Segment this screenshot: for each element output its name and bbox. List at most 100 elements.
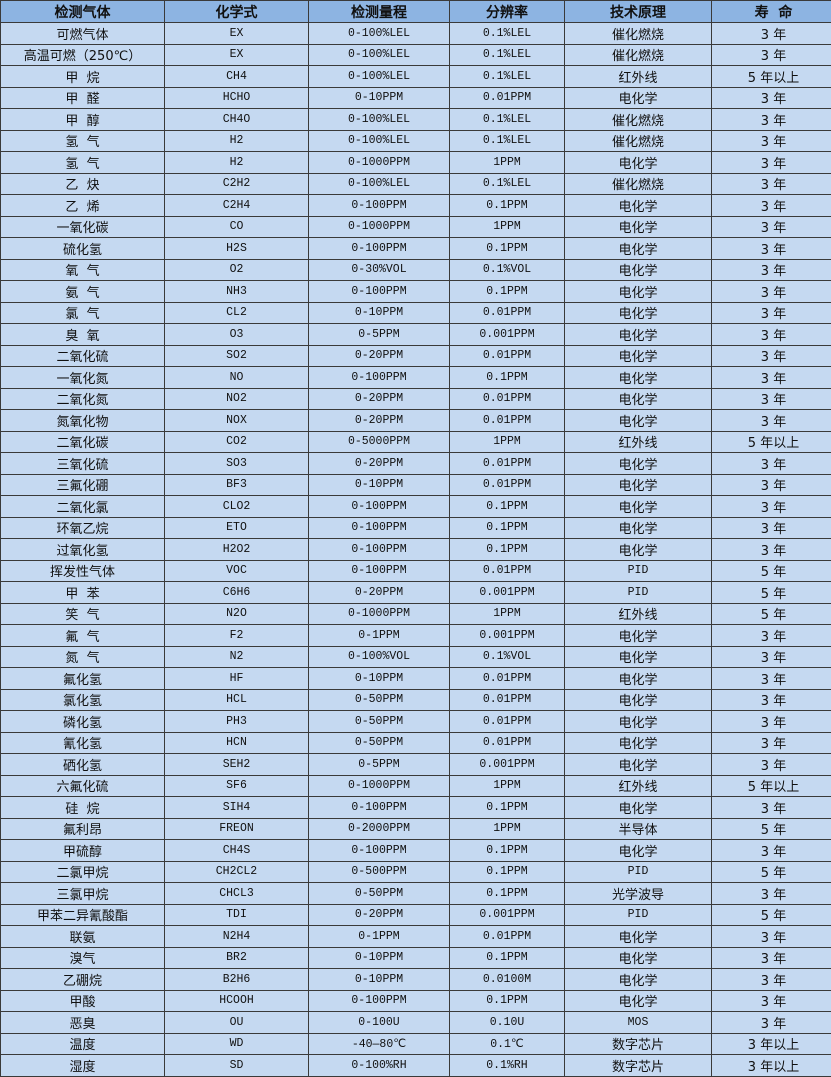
cell-lifespan: 3 年 xyxy=(712,259,831,281)
cell-gas: 笑 气 xyxy=(1,603,165,625)
cell-formula: CO2 xyxy=(165,431,309,453)
cell-principle: 红外线 xyxy=(565,431,712,453)
header-lifespan: 寿 命 xyxy=(712,1,831,23)
cell-resolution: 0.001PPM xyxy=(450,582,565,604)
cell-formula: O3 xyxy=(165,324,309,346)
cell-lifespan: 3 年 xyxy=(712,732,831,754)
cell-principle: 电化学 xyxy=(565,668,712,690)
cell-principle: 电化学 xyxy=(565,87,712,109)
cell-range: 0-10PPM xyxy=(309,969,450,991)
cell-lifespan: 5 年 xyxy=(712,818,831,840)
cell-resolution: 0.1%LEL xyxy=(450,44,565,66)
cell-formula: SIH4 xyxy=(165,797,309,819)
cell-gas: 氢 气 xyxy=(1,130,165,152)
cell-range: 0-1000PPM xyxy=(309,775,450,797)
cell-formula: BF3 xyxy=(165,474,309,496)
cell-lifespan: 3 年 xyxy=(712,345,831,367)
cell-resolution: 0.1PPM xyxy=(450,947,565,969)
cell-formula: HCL xyxy=(165,689,309,711)
cell-lifespan: 3 年 xyxy=(712,754,831,776)
cell-gas: 甲 苯 xyxy=(1,582,165,604)
cell-gas: 恶臭 xyxy=(1,1012,165,1034)
cell-principle: MOS xyxy=(565,1012,712,1034)
cell-lifespan: 3 年 xyxy=(712,44,831,66)
cell-formula: VOC xyxy=(165,560,309,582)
cell-principle: 电化学 xyxy=(565,732,712,754)
cell-resolution: 1PPM xyxy=(450,818,565,840)
cell-principle: 数字芯片 xyxy=(565,1055,712,1077)
cell-resolution: 0.001PPM xyxy=(450,625,565,647)
cell-range: 0-100%LEL xyxy=(309,44,450,66)
cell-formula: HCOOH xyxy=(165,990,309,1012)
cell-gas: 三氟化硼 xyxy=(1,474,165,496)
cell-formula: ETO xyxy=(165,517,309,539)
cell-principle: 电化学 xyxy=(565,152,712,174)
cell-principle: 电化学 xyxy=(565,926,712,948)
cell-principle: 光学波导 xyxy=(565,883,712,905)
cell-gas: 氯化氢 xyxy=(1,689,165,711)
cell-range: 0-100PPM xyxy=(309,367,450,389)
cell-resolution: 0.1%LEL xyxy=(450,130,565,152)
cell-resolution: 1PPM xyxy=(450,431,565,453)
cell-lifespan: 3 年 xyxy=(712,302,831,324)
cell-formula: SEH2 xyxy=(165,754,309,776)
cell-formula: WD xyxy=(165,1033,309,1055)
cell-principle: 电化学 xyxy=(565,797,712,819)
cell-lifespan: 3 年 xyxy=(712,539,831,561)
cell-resolution: 0.001PPM xyxy=(450,904,565,926)
cell-principle: 电化学 xyxy=(565,496,712,518)
cell-principle: 电化学 xyxy=(565,281,712,303)
cell-gas: 氮氧化物 xyxy=(1,410,165,432)
cell-resolution: 0.01PPM xyxy=(450,388,565,410)
cell-range: 0-100%LEL xyxy=(309,109,450,131)
cell-formula: NO2 xyxy=(165,388,309,410)
cell-lifespan: 3 年 xyxy=(712,969,831,991)
cell-resolution: 0.01PPM xyxy=(450,302,565,324)
cell-principle: 电化学 xyxy=(565,754,712,776)
cell-range: 0-50PPM xyxy=(309,732,450,754)
cell-lifespan: 3 年 xyxy=(712,388,831,410)
cell-lifespan: 5 年以上 xyxy=(712,431,831,453)
cell-gas: 氯 气 xyxy=(1,302,165,324)
cell-formula: CL2 xyxy=(165,302,309,324)
cell-lifespan: 3 年 xyxy=(712,367,831,389)
cell-lifespan: 3 年 xyxy=(712,625,831,647)
cell-gas: 可燃气体 xyxy=(1,23,165,45)
cell-formula: PH3 xyxy=(165,711,309,733)
cell-range: 0-50PPM xyxy=(309,689,450,711)
header-resolution: 分辨率 xyxy=(450,1,565,23)
cell-resolution: 1PPM xyxy=(450,775,565,797)
cell-resolution: 0.1PPM xyxy=(450,367,565,389)
cell-resolution: 0.1PPM xyxy=(450,883,565,905)
cell-principle: 催化燃烧 xyxy=(565,130,712,152)
cell-lifespan: 3 年 xyxy=(712,87,831,109)
cell-principle: 电化学 xyxy=(565,947,712,969)
cell-resolution: 0.1℃ xyxy=(450,1033,565,1055)
cell-formula: SD xyxy=(165,1055,309,1077)
cell-resolution: 0.1PPM xyxy=(450,496,565,518)
header-gas: 检测气体 xyxy=(1,1,165,23)
cell-gas: 臭 氧 xyxy=(1,324,165,346)
cell-lifespan: 3 年 xyxy=(712,324,831,346)
cell-principle: 电化学 xyxy=(565,410,712,432)
cell-gas: 硅 烷 xyxy=(1,797,165,819)
cell-range: 0-10PPM xyxy=(309,302,450,324)
cell-principle: 电化学 xyxy=(565,367,712,389)
cell-principle: 电化学 xyxy=(565,689,712,711)
cell-range: 0-100PPM xyxy=(309,797,450,819)
cell-principle: PID xyxy=(565,560,712,582)
cell-resolution: 0.1PPM xyxy=(450,517,565,539)
